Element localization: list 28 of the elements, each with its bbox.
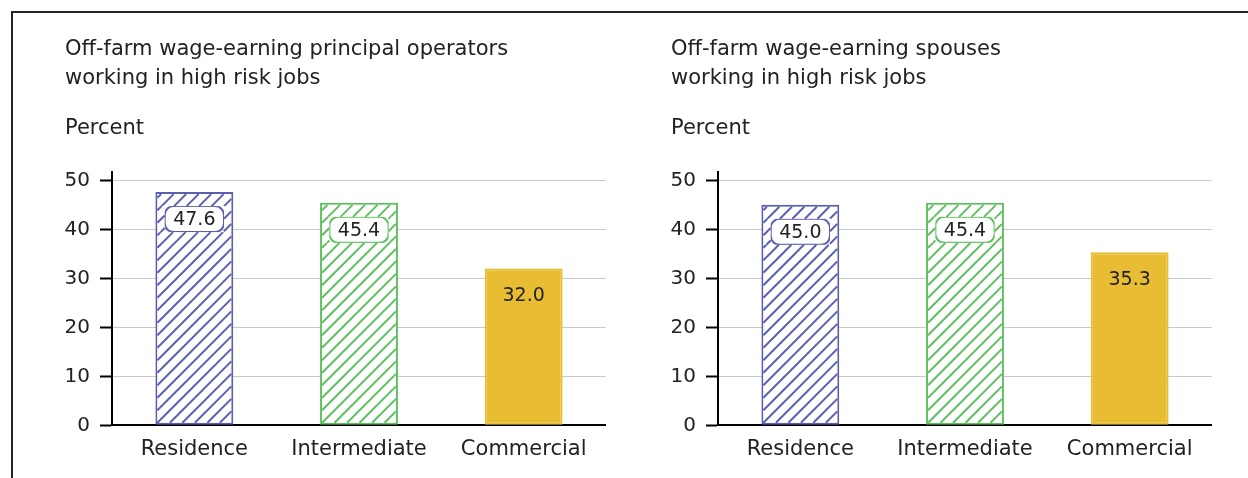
y-tick-label: 50 xyxy=(64,166,90,191)
x-tick-label: Residence xyxy=(140,436,249,461)
data-label: 45.0 xyxy=(779,219,822,242)
data-label: 32.0 xyxy=(502,283,545,306)
y-tick-label: 0 xyxy=(77,411,90,436)
data-label: 35.3 xyxy=(1108,267,1151,290)
x-tick-label: Intermediate xyxy=(897,436,1033,461)
y-axis-title: Percent xyxy=(65,114,145,141)
chart-title: Off-farm wage-earning spouses working in high risk jobs xyxy=(671,35,1002,91)
y-tick-label: 30 xyxy=(670,264,696,289)
x-tick-label: Intermediate xyxy=(291,436,427,461)
y-tick-label: 30 xyxy=(64,264,90,289)
y-tick-label: 40 xyxy=(670,215,696,240)
y-tick-label: 20 xyxy=(670,313,696,338)
y-tick-label: 20 xyxy=(64,313,90,338)
x-tick-label: Commercial xyxy=(460,436,587,461)
y-tick-label: 10 xyxy=(670,362,696,387)
y-tick-label: 0 xyxy=(683,411,696,436)
x-tick-label: Commercial xyxy=(1066,436,1193,461)
y-tick-label: 40 xyxy=(64,215,90,240)
chart-title: Off-farm wage-earning principal operators working in high risk jobs xyxy=(65,35,510,91)
y-tick-label: 50 xyxy=(670,166,696,191)
y-tick-label: 10 xyxy=(64,362,90,387)
data-label: 45.4 xyxy=(943,217,987,240)
x-tick-label: Residence xyxy=(746,436,855,461)
y-axis-title: Percent xyxy=(671,114,751,141)
data-label: 47.6 xyxy=(173,207,216,230)
data-label: 45.4 xyxy=(337,217,381,240)
